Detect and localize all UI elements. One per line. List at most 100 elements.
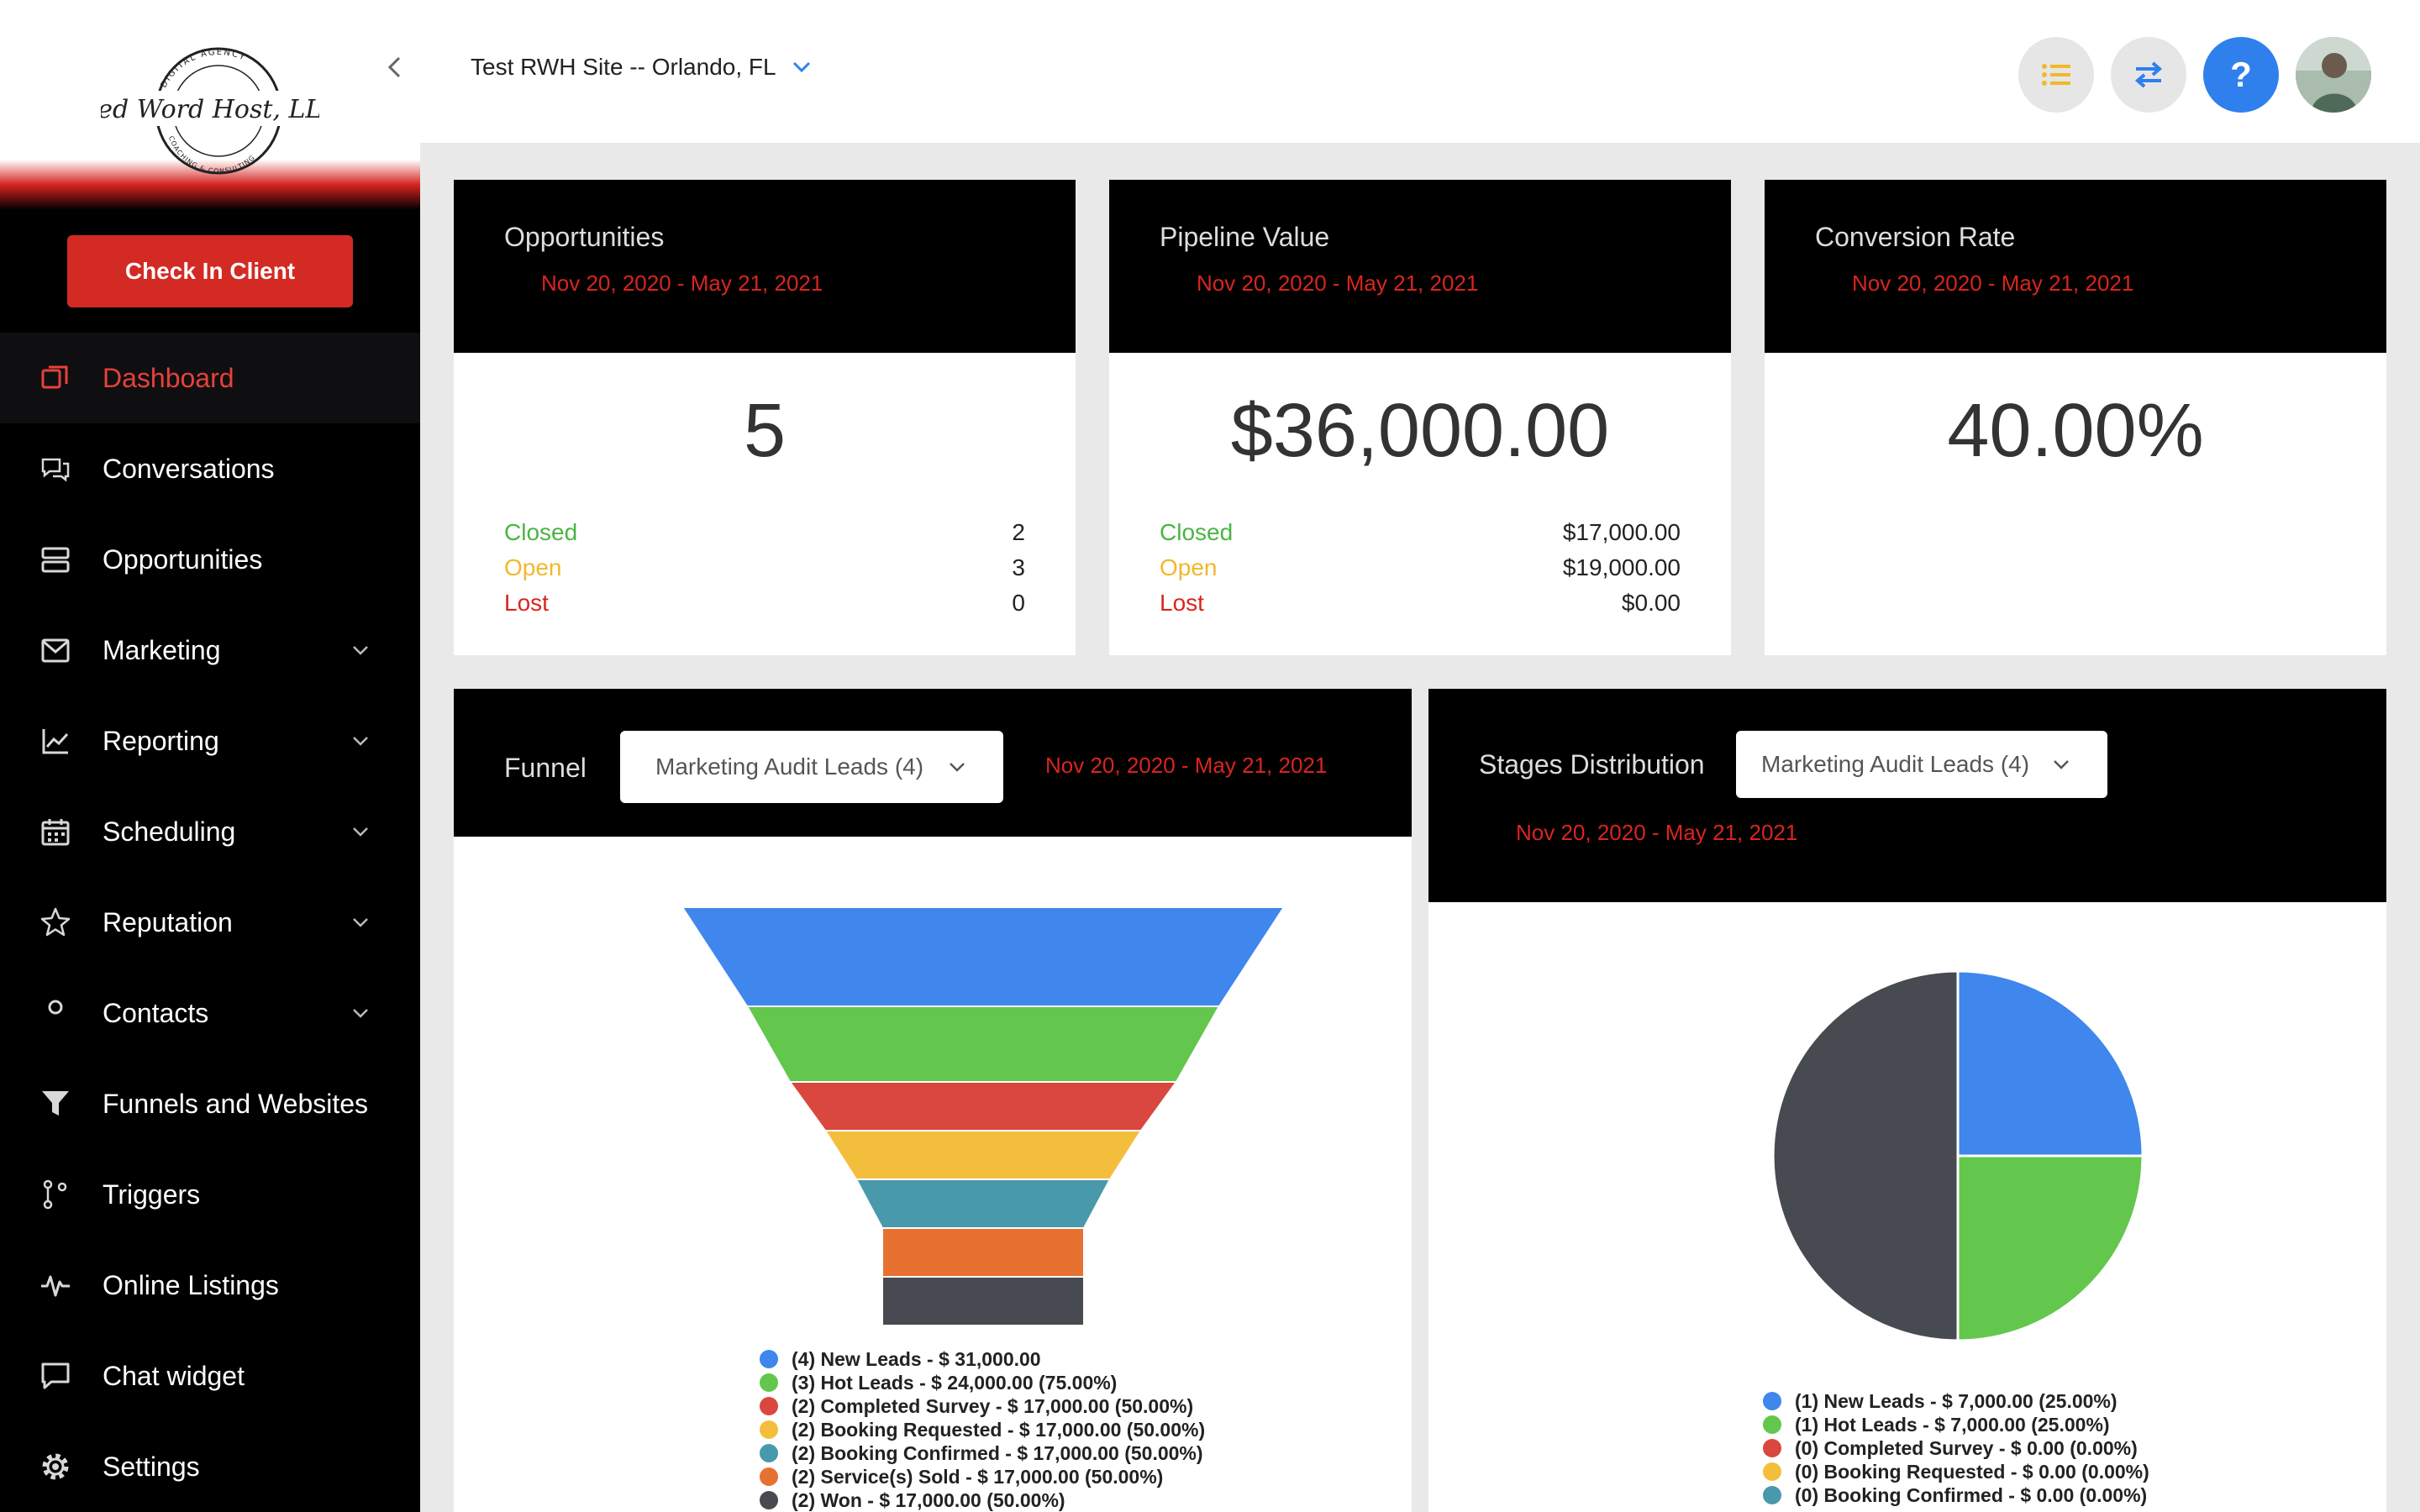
sidebar-item-online-listings[interactable]: Online Listings xyxy=(0,1240,420,1331)
company-logo[interactable]: DIGITAL AGENCY COACHING & CONSULTING Red… xyxy=(101,34,319,185)
legend-item: (2) Booking Confirmed - $ 17,000.00 (50.… xyxy=(760,1441,1205,1465)
sidebar-item-label: Reporting xyxy=(103,725,219,756)
funnel-stage-hot-leads[interactable] xyxy=(745,1005,1221,1083)
legend-swatch xyxy=(760,1491,778,1509)
funnel-chart xyxy=(681,906,1286,1326)
location-switcher[interactable]: Test RWH Site -- Orlando, FL xyxy=(471,54,812,81)
sidebar-nav: Dashboard Conversations Opportunities Marke… xyxy=(0,333,420,1512)
chevron-down-icon[interactable] xyxy=(348,1000,373,1026)
collapse-sidebar-button[interactable] xyxy=(380,52,410,82)
chevron-down-icon[interactable] xyxy=(348,638,373,663)
chevron-down-icon[interactable] xyxy=(348,819,373,844)
funnel-pipeline-select[interactable]: Marketing Audit Leads (4) xyxy=(620,731,1003,803)
legend-item: (0) Booking Requested - $ 0.00 (0.00%) xyxy=(1763,1460,2149,1483)
chevron-down-icon[interactable] xyxy=(348,910,373,935)
legend-item: (3) Hot Leads - $ 24,000.00 (75.00%) xyxy=(760,1371,1205,1394)
legend-swatch xyxy=(760,1373,778,1392)
legend-item: (1) New Leads - $ 7,000.00 (25.00%) xyxy=(1763,1389,2149,1413)
legend-label: (2) Booking Requested - $ 17,000.00 (50.… xyxy=(792,1418,1206,1441)
pulse-icon xyxy=(39,1268,72,1302)
sidebar-item-label: Contacts xyxy=(103,997,209,1028)
funnel-stage-booking-confirmed[interactable] xyxy=(855,1179,1112,1229)
date-range: Nov 20, 2020 - May 21, 2021 xyxy=(1197,270,1479,296)
funnel-stage-service-s-sold[interactable] xyxy=(881,1227,1085,1278)
closed-label: Closed xyxy=(504,519,578,545)
chevron-down-icon[interactable] xyxy=(348,728,373,753)
filter-icon xyxy=(39,1087,72,1121)
sidebar-item-scheduling[interactable]: Scheduling xyxy=(0,786,420,877)
stat-row-open: Open $19,000.00 xyxy=(1160,554,1681,588)
stages-pipeline-select[interactable]: Marketing Audit Leads (4) xyxy=(1736,731,2107,798)
logo-area: DIGITAL AGENCY COACHING & CONSULTING Red… xyxy=(0,0,420,210)
help-button[interactable]: ? xyxy=(2203,37,2279,113)
funnel-stage-new-leads[interactable] xyxy=(681,906,1286,1007)
sidebar-item-reporting[interactable]: Reporting xyxy=(0,696,420,786)
card-title: Pipeline Value xyxy=(1160,222,1330,252)
sidebar-item-dashboard[interactable]: Dashboard xyxy=(0,333,420,423)
sidebar-item-opportunities[interactable]: Opportunities xyxy=(0,514,420,605)
pie-legend: (1) New Leads - $ 7,000.00 (25.00%) (1) H… xyxy=(1763,1389,2149,1507)
lost-value: 0 xyxy=(1012,590,1025,616)
avatar[interactable] xyxy=(2296,37,2371,113)
logo-text: Red Word Host, LLC xyxy=(101,95,319,124)
pie-slice-new-leads[interactable] xyxy=(1956,969,2144,1158)
switch-account-button[interactable] xyxy=(2111,37,2186,113)
conversion-rate-value: 40.00% xyxy=(1947,389,2204,473)
branch-icon xyxy=(39,1178,72,1211)
legend-label: (2) Booking Confirmed - $ 17,000.00 (50.… xyxy=(792,1441,1203,1464)
sidebar-item-settings[interactable]: Settings xyxy=(0,1421,420,1512)
closed-value: 2 xyxy=(1012,519,1025,545)
sidebar-item-label: Settings xyxy=(103,1451,200,1482)
pie-slice-hot-leads[interactable] xyxy=(1956,1154,2144,1342)
dashboard-icon xyxy=(39,361,72,395)
sidebar-item-reputation[interactable]: Reputation xyxy=(0,877,420,968)
chevron-down-icon xyxy=(792,61,810,73)
sidebar-item-label: Triggers xyxy=(103,1179,201,1210)
stages-distribution-card: Stages Distribution Marketing Audit Lead… xyxy=(1428,689,2386,1512)
funnel-legend: (4) New Leads - $ 31,000.00 (3) Hot Leads… xyxy=(760,1347,1205,1512)
legend-item: (2) Won - $ 17,000.00 (50.00%) xyxy=(760,1488,1205,1512)
star-icon xyxy=(39,906,72,939)
card-header: Pipeline Value Nov 20, 2020 - May 21, 20… xyxy=(1109,180,1731,353)
sidebar-item-conversations[interactable]: Conversations xyxy=(0,423,420,514)
chat-icon xyxy=(39,1359,72,1393)
check-in-client-button[interactable]: Check In Client xyxy=(67,235,353,307)
legend-item: (1) Hot Leads - $ 7,000.00 (25.00%) xyxy=(1763,1413,2149,1436)
date-range: Nov 20, 2020 - May 21, 2021 xyxy=(1516,820,1798,845)
date-range: Nov 20, 2020 - May 21, 2021 xyxy=(1045,753,1328,778)
sidebar-item-label: Reputation xyxy=(103,906,233,937)
user-avatar-image xyxy=(2296,37,2371,113)
legend-item: (2) Service(s) Sold - $ 17,000.00 (50.00… xyxy=(760,1465,1205,1488)
sidebar-item-contacts[interactable]: Contacts xyxy=(0,968,420,1058)
opportunities-card: Opportunities Nov 20, 2020 - May 21, 202… xyxy=(454,180,1076,655)
legend-item: (2) Booking Requested - $ 17,000.00 (50.… xyxy=(760,1418,1205,1441)
closed-label: Closed xyxy=(1160,519,1234,545)
funnel-stage-booking-requested[interactable] xyxy=(823,1130,1143,1180)
funnel-stage-completed-survey[interactable] xyxy=(788,1081,1178,1131)
sidebar-item-funnels-and-websites[interactable]: Funnels and Websites xyxy=(0,1058,420,1149)
legend-label: (1) New Leads - $ 7,000.00 (25.00%) xyxy=(1795,1389,2118,1412)
person-icon xyxy=(39,996,72,1030)
lost-label: Lost xyxy=(1160,590,1204,616)
card-header: Conversion Rate Nov 20, 2020 - May 21, 2… xyxy=(1765,180,2386,353)
sidebar-item-chat-widget[interactable]: Chat widget xyxy=(0,1331,420,1421)
pie-slice-other[interactable] xyxy=(1771,969,1960,1342)
legend-label: (4) New Leads - $ 31,000.00 xyxy=(792,1347,1041,1370)
stat-row-lost: Lost 0 xyxy=(504,590,1025,623)
sidebar-item-label: Marketing xyxy=(103,634,221,665)
legend-label: (2) Won - $ 17,000.00 (50.00%) xyxy=(792,1488,1065,1511)
legend-swatch xyxy=(760,1467,778,1486)
help-icon: ? xyxy=(2230,55,2252,94)
sidebar-item-triggers[interactable]: Triggers xyxy=(0,1149,420,1240)
date-range: Nov 20, 2020 - May 21, 2021 xyxy=(1852,270,2134,296)
sidebar-item-label: Conversations xyxy=(103,453,275,484)
legend-item: (0) Completed Survey - $ 0.00 (0.00%) xyxy=(1763,1436,2149,1460)
selected-pipeline: Marketing Audit Leads (4) xyxy=(1761,751,2030,777)
task-list-button[interactable] xyxy=(2018,37,2094,113)
funnel-card: Funnel Marketing Audit Leads (4) Nov 20,… xyxy=(454,689,1412,1512)
funnel-stage-won[interactable] xyxy=(881,1276,1085,1326)
open-value: $19,000.00 xyxy=(1562,554,1681,580)
sidebar-item-marketing[interactable]: Marketing xyxy=(0,605,420,696)
sidebar-item-label: Scheduling xyxy=(103,816,236,847)
sidebar-item-label: Chat widget xyxy=(103,1360,245,1391)
